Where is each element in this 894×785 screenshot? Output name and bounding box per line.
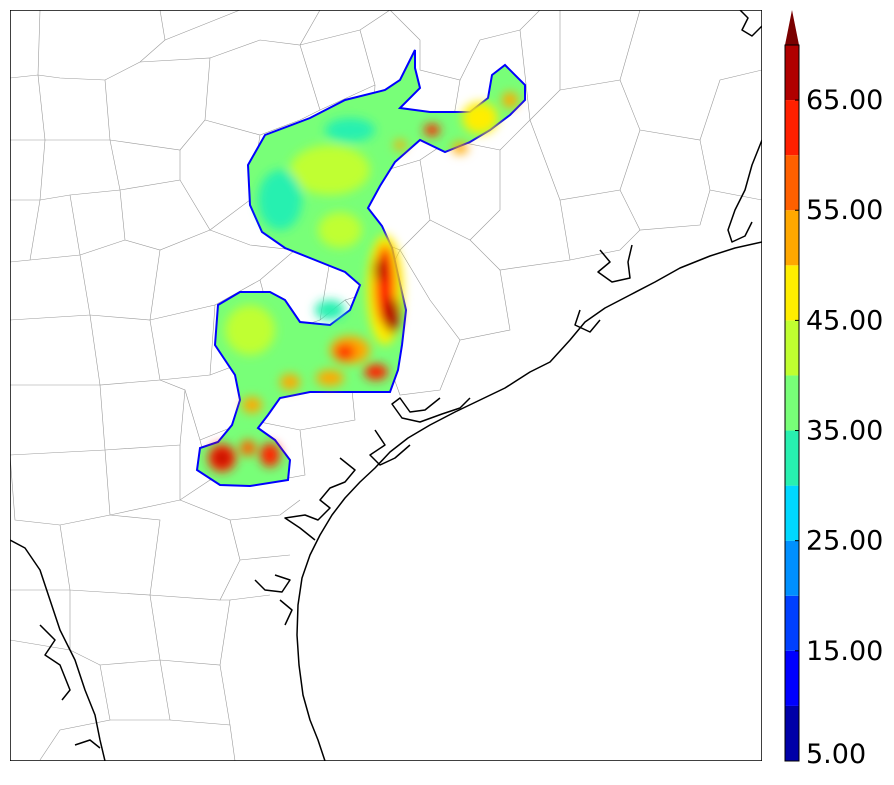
colorbar: 5.00 15.00 25.00 35.00 45.00 55.00 65.00 (784, 10, 883, 770)
colorbar-border (784, 44, 800, 762)
colorbar-segment (785, 265, 799, 321)
colorbar-tick-label: 65.00 (806, 85, 883, 116)
coastline (10, 10, 762, 761)
colorbar-segment (785, 650, 799, 706)
colorbar-segments (785, 45, 799, 761)
colorbar-ticks: 5.00 15.00 25.00 35.00 45.00 55.00 65.00 (795, 85, 883, 770)
colorbar-tick-label: 15.00 (806, 636, 883, 667)
colorbar-segment (785, 155, 799, 211)
colorbar-tick-label: 45.00 (806, 305, 883, 336)
map-panel (10, 10, 762, 761)
colorbar-segment (785, 210, 799, 266)
colorbar-tick-label: 25.00 (806, 526, 883, 557)
colorbar-segment (785, 320, 799, 376)
colorbar-tick-label: 35.00 (806, 416, 883, 447)
colorbar-segment (785, 485, 799, 541)
colorbar-segment (785, 595, 799, 651)
field-outline (195, 49, 526, 488)
colorbar-segment (785, 45, 799, 101)
field-intensity (208, 92, 518, 472)
colorbar-tick-label: 55.00 (806, 195, 883, 226)
colorbar-segment (785, 375, 799, 431)
colorbar-extend-arrow (785, 10, 799, 45)
colorbar-segment (785, 430, 799, 486)
colorbar-segment (785, 100, 799, 156)
colorbar-segment (785, 540, 799, 596)
colorbar-segment (785, 705, 799, 761)
precipitation-field (195, 49, 526, 488)
colorbar-tick-label: 5.00 (806, 739, 866, 770)
